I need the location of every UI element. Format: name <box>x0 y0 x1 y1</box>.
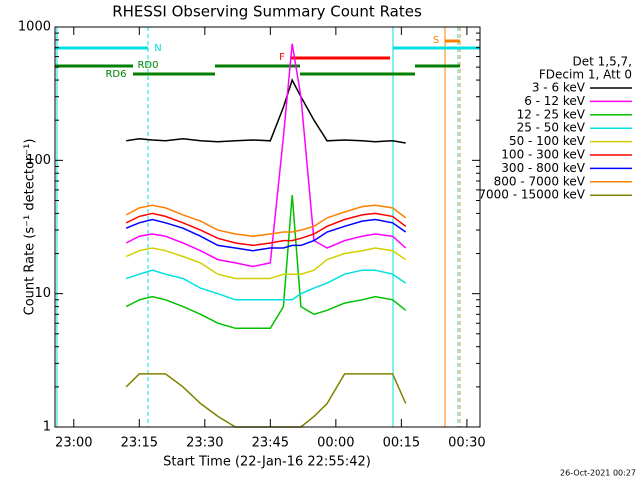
x-tick-label: 00:15 <box>383 436 420 451</box>
y-axis-label: Count Rate (s⁻¹ detector⁻¹) <box>23 139 38 316</box>
y-tick-label: 1 <box>43 420 51 435</box>
data-line <box>125 43 407 268</box>
y-tick-label: 10 <box>34 286 51 301</box>
data-line <box>125 218 407 252</box>
x-tick-label: 00:00 <box>317 436 354 451</box>
x-axis-label: Start Time (22-Jan-16 22:55:42) <box>163 455 371 470</box>
x-tick-label: 23:15 <box>121 436 158 451</box>
chart-title: RHESSI Observing Summary Count Rates <box>112 3 422 21</box>
x-tick-label: 23:45 <box>252 436 289 451</box>
plot-frame <box>54 26 481 428</box>
data-line <box>125 204 407 237</box>
footer: 26-Oct-2021 00:27 <box>560 469 636 478</box>
legend-label: 800 - 7000 keV <box>494 174 586 188</box>
legend-label: 6 - 12 keV <box>524 94 586 108</box>
legend-label: 12 - 25 keV <box>517 107 586 121</box>
data-line <box>125 212 407 247</box>
legend-label: 100 - 300 keV <box>501 148 585 162</box>
legend-label: 300 - 800 keV <box>501 161 585 175</box>
y-tick-label: 1000 <box>18 20 51 35</box>
legend-header: FDecim 1, Att 0 <box>539 68 632 82</box>
legend-label: 3 - 6 keV <box>532 81 586 95</box>
y-tick-label: 100 <box>26 153 51 168</box>
annotation: S <box>433 35 439 46</box>
x-tick-label: 00:30 <box>448 436 485 451</box>
legend-label: 7000 - 15000 keV <box>478 188 585 202</box>
annotation: N <box>154 43 161 54</box>
data-line <box>125 269 407 301</box>
annotation: RD0 <box>137 60 158 71</box>
legend-header: Det 1,5,7, <box>573 55 633 69</box>
legend-label: 50 - 100 keV <box>509 134 586 148</box>
data-line <box>125 247 407 280</box>
x-tick-label: 23:30 <box>186 436 223 451</box>
annotation: RD6 <box>105 69 126 80</box>
data-line <box>125 194 407 330</box>
data-line <box>126 78 406 144</box>
annotation: F <box>279 52 285 63</box>
legend-label: 25 - 50 keV <box>517 121 586 135</box>
x-tick-label: 23:00 <box>55 436 92 451</box>
